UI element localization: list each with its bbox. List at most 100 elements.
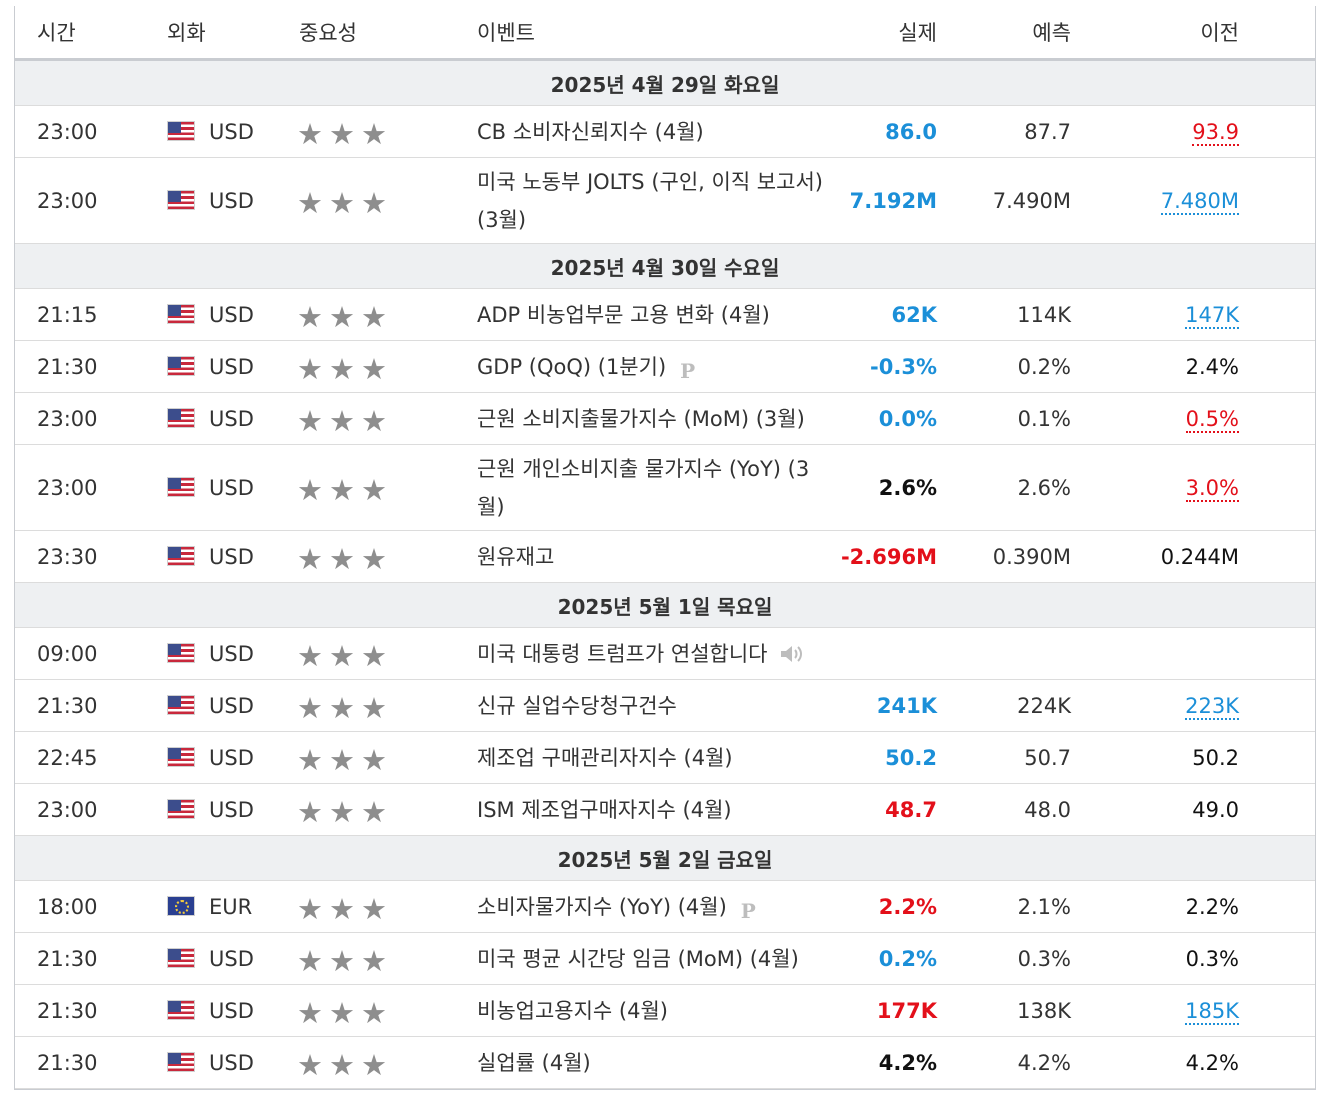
event-name-cell[interactable]: 미국 평균 시간당 임금 (MoM) (4월) — [477, 932, 833, 985]
event-name[interactable]: ISM 제조업구매자지수 (4월) — [477, 797, 732, 822]
event-actual: 241K — [876, 693, 937, 718]
event-forecast: 7.490M — [937, 157, 1071, 244]
event-name-cell[interactable]: 근원 소비지출물가지수 (MoM) (3월) — [477, 392, 833, 445]
event-name[interactable]: GDP (QoQ) (1분기) — [477, 354, 667, 379]
star-icon: ★ — [361, 1047, 387, 1082]
star-icon: ★ — [329, 185, 355, 220]
event-actual: 48.7 — [885, 797, 937, 822]
event-currency-cell: USD — [167, 731, 297, 784]
header-importance[interactable]: 중요성 — [297, 6, 477, 61]
event-row[interactable]: 22:45 USD ★ ★ ★ 제조업 구매관리자지수 (4월) 50.2 50.7 50.2 — [15, 731, 1315, 784]
event-name[interactable]: 원유재고 — [477, 544, 555, 569]
event-row[interactable]: 18:00 EUR ★ ★ ★ 소비자물가지수 (YoY) (4월) P 2.2% 2.1% 2.… — [15, 880, 1315, 933]
event-row[interactable]: 21:15 USD ★ ★ ★ ADP 비농업부문 고용 변화 (4월) 62K 114K 14… — [15, 288, 1315, 341]
event-name[interactable]: 제조업 구매관리자지수 (4월) — [477, 745, 733, 770]
row-spacer — [1239, 984, 1315, 1037]
event-previous: 2.2% — [1185, 894, 1239, 919]
event-name-cell[interactable]: 제조업 구매관리자지수 (4월) — [477, 731, 833, 784]
star-icon: ★ — [297, 794, 323, 829]
header-time[interactable]: 시간 — [15, 6, 167, 61]
event-time: 23:00 — [15, 105, 167, 158]
header-event[interactable]: 이벤트 — [477, 6, 833, 61]
date-row: 2025년 4월 30일 수요일 — [15, 243, 1315, 289]
event-previous[interactable]: 185K — [1185, 998, 1239, 1025]
event-currency: USD — [209, 797, 254, 822]
header-actual[interactable]: 실제 — [833, 6, 937, 61]
event-row[interactable]: 21:30 USD ★ ★ ★ 미국 평균 시간당 임금 (MoM) (4월) 0.2% 0.… — [15, 932, 1315, 985]
event-name[interactable]: ADP 비농업부문 고용 변화 (4월) — [477, 302, 770, 327]
event-name-cell[interactable]: 실업률 (4월) — [477, 1036, 833, 1089]
event-forecast: 48.0 — [937, 783, 1071, 836]
event-previous[interactable]: 3.0% — [1185, 475, 1239, 502]
event-name[interactable]: 실업률 (4월) — [477, 1050, 591, 1075]
event-previous-cell: 2.2% — [1071, 880, 1239, 933]
event-name-cell[interactable]: 신규 실업수당청구건수 — [477, 679, 833, 732]
event-time: 22:45 — [15, 731, 167, 784]
event-name[interactable]: 근원 개인소비지출 물가지수 (YoY) (3월) — [477, 456, 810, 519]
event-name-cell[interactable]: 근원 개인소비지출 물가지수 (YoY) (3월) — [477, 444, 833, 531]
event-name-cell[interactable]: ADP 비농업부문 고용 변화 (4월) — [477, 288, 833, 341]
event-actual: 177K — [876, 998, 937, 1023]
event-previous[interactable]: 223K — [1185, 693, 1239, 720]
event-name-cell[interactable]: 미국 노동부 JOLTS (구인, 이직 보고서) (3월) — [477, 157, 833, 244]
header-previous[interactable]: 이전 — [1071, 6, 1239, 61]
event-actual-cell: 86.0 — [833, 105, 937, 158]
event-actual: 86.0 — [885, 119, 937, 144]
event-name[interactable]: 신규 실업수당청구건수 — [477, 693, 677, 718]
header-currency[interactable]: 외화 — [167, 6, 297, 61]
event-row[interactable]: 23:00 USD ★ ★ ★ 근원 개인소비지출 물가지수 (YoY) (3월) 2.6%… — [15, 444, 1315, 531]
event-row[interactable]: 09:00 USD ★ ★ ★ 미국 대통령 트럼프가 연설합니다 — [15, 627, 1315, 680]
date-label: 2025년 4월 29일 화요일 — [15, 59, 1315, 106]
event-name[interactable]: 근원 소비지출물가지수 (MoM) (3월) — [477, 406, 805, 431]
us-flag-icon — [167, 545, 195, 566]
event-name-cell[interactable]: ISM 제조업구매자지수 (4월) — [477, 783, 833, 836]
row-spacer — [1239, 783, 1315, 836]
event-row[interactable]: 23:00 USD ★ ★ ★ ISM 제조업구매자지수 (4월) 48.7 48.0 49.0 — [15, 783, 1315, 836]
event-row[interactable]: 21:30 USD ★ ★ ★ 신규 실업수당청구건수 241K 224K 223K — [15, 679, 1315, 732]
event-name[interactable]: 미국 대통령 트럼프가 연설합니다 — [477, 641, 768, 666]
star-icon: ★ — [329, 742, 355, 777]
eu-flag-icon — [167, 895, 195, 916]
event-row[interactable]: 23:00 USD ★ ★ ★ CB 소비자신뢰지수 (4월) 86.0 87.7 93.9 — [15, 105, 1315, 158]
event-name[interactable]: CB 소비자신뢰지수 (4월) — [477, 119, 704, 144]
event-previous[interactable]: 0.5% — [1185, 406, 1239, 433]
event-name-cell[interactable]: 원유재고 — [477, 530, 833, 583]
row-spacer — [1239, 880, 1315, 933]
event-previous[interactable]: 93.9 — [1192, 119, 1239, 146]
event-previous-cell: 0.244M — [1071, 530, 1239, 583]
row-spacer — [1239, 392, 1315, 445]
header-forecast[interactable]: 예측 — [937, 6, 1071, 61]
event-row[interactable]: 23:00 USD ★ ★ ★ 근원 소비지출물가지수 (MoM) (3월) 0.0% 0.1… — [15, 392, 1315, 445]
importance-stars: ★ ★ ★ — [297, 731, 477, 784]
event-name-cell[interactable]: GDP (QoQ) (1분기) P — [477, 340, 833, 393]
event-forecast: 0.390M — [937, 530, 1071, 583]
event-name-cell[interactable]: 미국 대통령 트럼프가 연설합니다 — [477, 627, 833, 680]
event-time: 21:30 — [15, 679, 167, 732]
event-currency: USD — [209, 544, 254, 569]
event-name-cell[interactable]: 소비자물가지수 (YoY) (4월) P — [477, 880, 833, 933]
us-flag-icon — [167, 947, 195, 968]
event-name[interactable]: 비농업고용지수 (4월) — [477, 998, 668, 1023]
us-flag-icon — [167, 1051, 195, 1072]
event-previous[interactable]: 147K — [1185, 302, 1239, 329]
event-name-cell[interactable]: 비농업고용지수 (4월) — [477, 984, 833, 1037]
event-name-cell[interactable]: CB 소비자신뢰지수 (4월) — [477, 105, 833, 158]
event-time: 18:00 — [15, 880, 167, 933]
event-previous[interactable]: 7.480M — [1160, 188, 1239, 215]
event-currency-cell: USD — [167, 679, 297, 732]
event-row[interactable]: 21:30 USD ★ ★ ★ GDP (QoQ) (1분기) P -0.3% 0.2% 2.4% — [15, 340, 1315, 393]
event-row[interactable]: 21:30 USD ★ ★ ★ 비농업고용지수 (4월) 177K 138K 185K — [15, 984, 1315, 1037]
row-spacer — [1239, 932, 1315, 985]
event-time: 23:00 — [15, 444, 167, 531]
event-previous: 4.2% — [1185, 1050, 1239, 1075]
importance-stars: ★ ★ ★ — [297, 288, 477, 341]
preliminary-icon: P — [740, 898, 756, 923]
event-row[interactable]: 21:30 USD ★ ★ ★ 실업률 (4월) 4.2% 4.2% 4.2% — [15, 1036, 1315, 1089]
event-name[interactable]: 소비자물가지수 (YoY) (4월) — [477, 894, 727, 919]
us-flag-icon — [167, 189, 195, 210]
event-name[interactable]: 미국 평균 시간당 임금 (MoM) (4월) — [477, 946, 799, 971]
event-name[interactable]: 미국 노동부 JOLTS (구인, 이직 보고서) (3월) — [477, 169, 823, 232]
event-row[interactable]: 23:30 USD ★ ★ ★ 원유재고 -2.696M 0.390M 0.244M — [15, 530, 1315, 583]
event-row[interactable]: 23:00 USD ★ ★ ★ 미국 노동부 JOLTS (구인, 이직 보고서) (3월… — [15, 157, 1315, 244]
event-currency-cell: USD — [167, 627, 297, 680]
